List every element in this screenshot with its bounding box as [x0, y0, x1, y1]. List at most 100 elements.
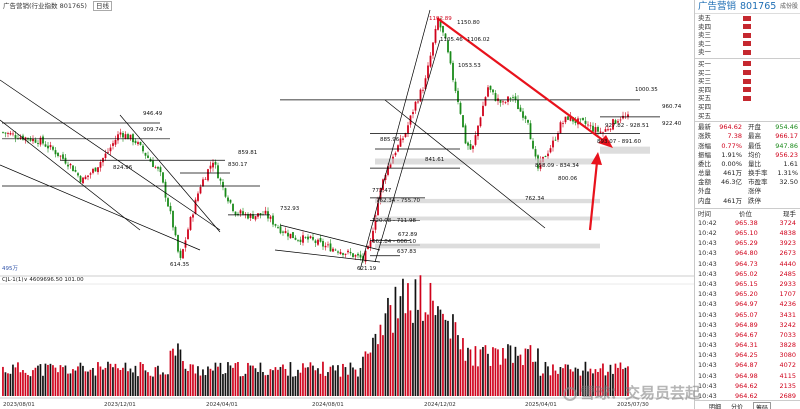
candle-body [117, 134, 119, 141]
volume-bar [607, 371, 609, 396]
order-level-label: 卖一 [698, 48, 711, 57]
volume-bar [577, 368, 579, 396]
candle-body [232, 203, 234, 212]
volume-bar [209, 368, 212, 396]
red-arrow-up-head [591, 152, 602, 165]
tick-row[interactable]: 10:43 964.25 3080 [695, 350, 800, 360]
price-label: 1106.02 [467, 37, 490, 43]
tick-row[interactable]: 10:43 964.80 2673 [695, 248, 800, 258]
volume-bar [37, 365, 39, 396]
candle-body [429, 55, 432, 67]
period-selector[interactable]: 日线 [93, 1, 113, 11]
volume-bar [527, 349, 529, 396]
tick-row[interactable]: 10:43 964.62 2689 [695, 391, 800, 401]
candle-body [157, 167, 159, 169]
stat-value: 1.61 [783, 159, 798, 168]
trend-line [274, 249, 381, 263]
stat-label: 委比 [698, 159, 711, 168]
candle-body [274, 224, 277, 226]
tick-list[interactable]: 10:42 965.38 3724 10:42 965.10 4838 10:43 965.2… [695, 218, 800, 401]
candle-body [407, 125, 409, 134]
volume-bar [172, 348, 174, 396]
candle-body [499, 99, 502, 103]
candle-body [452, 62, 454, 81]
candle-body [337, 251, 339, 253]
tick-row[interactable]: 10:43 964.97 4236 [695, 299, 800, 309]
candle-body [417, 101, 419, 103]
volume-bar [174, 355, 177, 396]
volume-bar [457, 335, 459, 396]
tick-row[interactable]: 10:42 965.10 4838 [695, 228, 800, 238]
volume-bar [582, 370, 584, 396]
volume-bar [427, 314, 429, 396]
order-book-row: 买四 [695, 86, 800, 95]
price-label: 800.06 [558, 176, 578, 182]
candle-body [144, 152, 147, 156]
candle-body [169, 205, 172, 212]
volume-bar [197, 366, 199, 396]
tick-row[interactable]: 10:43 965.02 2485 [695, 269, 800, 279]
gray-zone [375, 158, 600, 165]
quote-stat-row: 内盘 461万 跌停 [695, 197, 800, 206]
tick-row[interactable]: 10:43 964.73 4440 [695, 259, 800, 269]
tick-row[interactable]: 10:42 965.38 3724 [695, 218, 800, 228]
candle-body [552, 140, 554, 148]
volume-bar [9, 373, 12, 396]
tick-price: 964.25 [735, 351, 758, 360]
candle-body [594, 127, 597, 133]
candle-body [104, 153, 107, 159]
tick-price: 964.89 [735, 320, 758, 329]
volume-bar [412, 322, 414, 396]
volume-bar [532, 361, 534, 396]
volume-bar [279, 366, 282, 396]
tick-row[interactable]: 10:43 964.89 3242 [695, 320, 800, 330]
candle-body [404, 133, 407, 138]
volume-bar [552, 364, 554, 396]
tick-price: 964.80 [735, 249, 758, 258]
candle-body [222, 181, 224, 188]
volume-bar [454, 322, 457, 396]
tick-row[interactable]: 10:43 965.29 3923 [695, 238, 800, 248]
candle-body [237, 213, 239, 215]
tab-detail[interactable]: 明细 [709, 404, 722, 409]
tick-price: 965.15 [735, 279, 758, 288]
kline-chart[interactable]: 1192.89 1150.80 1105.46 1106.02 1053.53 1000.… [0, 0, 694, 409]
tick-row[interactable]: 10:43 965.15 2933 [695, 279, 800, 289]
candle-body [464, 125, 467, 144]
tick-row[interactable]: 10:43 965.07 3431 [695, 310, 800, 320]
volume-bar [134, 365, 137, 396]
tab-price-distribution[interactable]: 分价 [731, 404, 744, 409]
tick-row[interactable]: 10:43 964.98 4115 [695, 371, 800, 381]
volume-bar [217, 366, 219, 396]
volume-bar [259, 362, 262, 396]
volume-bar [624, 367, 627, 396]
tick-time: 10:43 [698, 300, 717, 309]
tick-row[interactable]: 10:43 964.62 2135 [695, 381, 800, 391]
tick-row[interactable]: 10:43 965.20 1707 [695, 289, 800, 299]
candle-body [607, 129, 609, 131]
volume-bar [49, 363, 52, 396]
volume-bar [79, 362, 82, 396]
volume-bar [189, 364, 192, 396]
tick-row[interactable]: 10:43 964.31 3828 [695, 340, 800, 350]
volume-bar [592, 373, 594, 396]
tick-row[interactable]: 10:43 964.67 7033 [695, 330, 800, 340]
tick-row[interactable]: 10:43 964.87 4072 [695, 360, 800, 370]
tick-time: 10:43 [698, 330, 717, 339]
stat-label: 换手率 [748, 169, 768, 178]
date-axis-label: 2023/12/01 [104, 402, 136, 408]
constituents-link[interactable]: 成份股 [779, 3, 798, 10]
kline-chart-area[interactable]: 广告营销(行业指数 801765) 日线 1192.89 1150.80 1105.… [0, 0, 694, 409]
volume-bar [507, 344, 509, 396]
tick-time: 10:43 [698, 290, 717, 299]
stat-value: 32.50 [779, 178, 798, 187]
candle-body [82, 177, 84, 184]
tab-chips[interactable]: 筹码 [753, 402, 772, 409]
volume-bar [227, 362, 229, 396]
candle-body [299, 239, 302, 243]
candle-body [282, 231, 284, 233]
volume-bar [357, 376, 359, 396]
volume-bar [439, 309, 442, 396]
quote-stat-row: 委比 0.00% 量比 1.61 [695, 160, 800, 169]
volume-bar [612, 373, 614, 396]
